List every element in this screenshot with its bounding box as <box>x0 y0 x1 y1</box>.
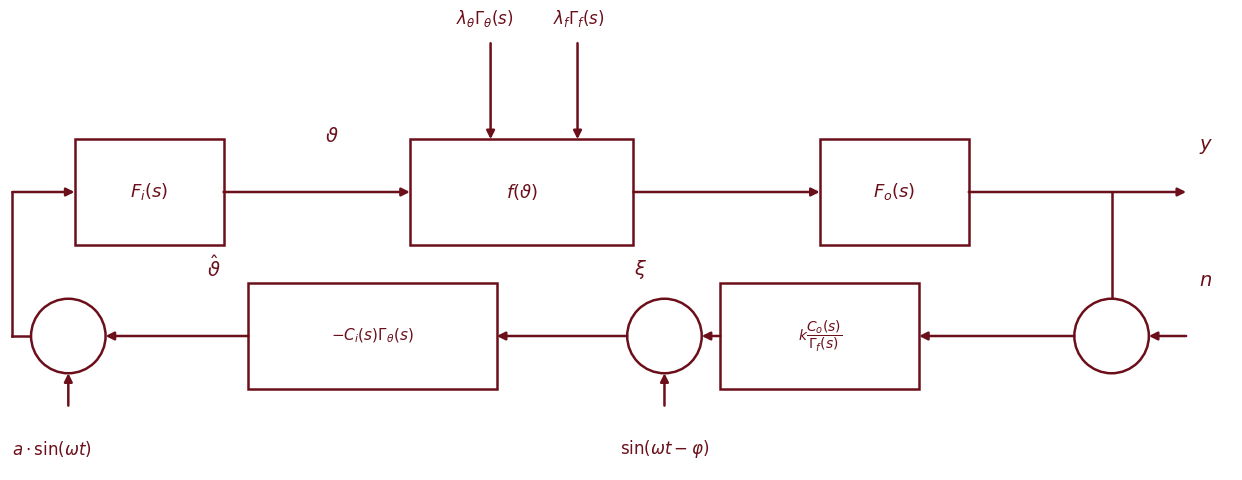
Bar <box>820 139 969 245</box>
Bar <box>410 139 633 245</box>
Text: $\lambda_{\theta}\Gamma_{\theta}(s)$: $\lambda_{\theta}\Gamma_{\theta}(s)$ <box>456 8 513 29</box>
Text: $k\dfrac{C_o(s)}{\Gamma_f(s)}$: $k\dfrac{C_o(s)}{\Gamma_f(s)}$ <box>797 318 842 354</box>
Ellipse shape <box>1074 299 1149 373</box>
Text: $n$: $n$ <box>1199 271 1211 290</box>
Text: $\sin(\omega t - \varphi)$: $\sin(\omega t - \varphi)$ <box>620 438 709 460</box>
Text: $f(\vartheta)$: $f(\vartheta)$ <box>505 182 538 202</box>
Text: $-C_i(s)\Gamma_{\theta}(s)$: $-C_i(s)\Gamma_{\theta}(s)$ <box>332 327 414 345</box>
Bar <box>75 139 224 245</box>
Text: $a \cdot \sin(\omega t)$: $a \cdot \sin(\omega t)$ <box>12 439 92 459</box>
Text: $\lambda_f\Gamma_f(s)$: $\lambda_f\Gamma_f(s)$ <box>553 8 605 29</box>
Text: $\xi$: $\xi$ <box>635 258 647 281</box>
Text: $\hat{\vartheta}$: $\hat{\vartheta}$ <box>206 255 221 281</box>
Text: $F_i(s)$: $F_i(s)$ <box>130 181 168 203</box>
Bar <box>720 283 919 389</box>
Bar <box>248 283 497 389</box>
Ellipse shape <box>31 299 106 373</box>
Text: $F_o(s)$: $F_o(s)$ <box>873 181 915 203</box>
Text: $y$: $y$ <box>1199 137 1212 156</box>
Text: $\vartheta$: $\vartheta$ <box>325 127 339 146</box>
Ellipse shape <box>627 299 702 373</box>
